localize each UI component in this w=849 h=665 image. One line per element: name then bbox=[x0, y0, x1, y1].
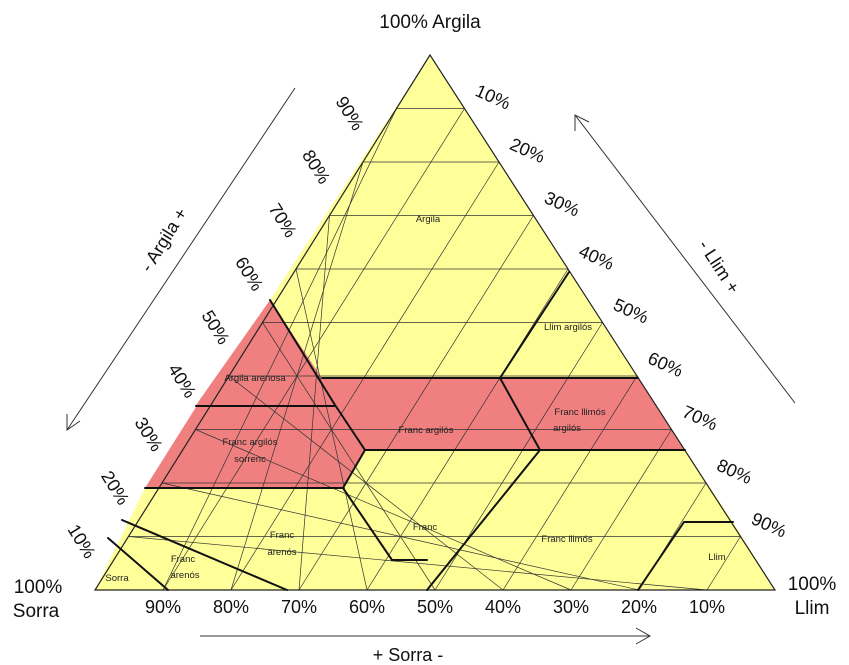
arenos-franc-label-1: Franc bbox=[171, 554, 196, 565]
sorra-label: Sorra bbox=[105, 573, 129, 584]
bottom-tick-label: 40% bbox=[485, 597, 521, 617]
right-tick-label: 90% bbox=[748, 509, 789, 542]
llim-argilos-region bbox=[500, 272, 638, 378]
left-tick-label: 70% bbox=[265, 200, 301, 241]
left-tick-label: 30% bbox=[131, 414, 167, 455]
franc-label: Franc bbox=[413, 522, 438, 533]
arenos-franc-label-2: arenós bbox=[170, 570, 199, 581]
left-tick-label: 80% bbox=[298, 146, 334, 187]
franc-llimos-argilos-label-2: argilós bbox=[553, 423, 581, 434]
left-tick-label: 90% bbox=[332, 93, 368, 134]
left-tick-label: 20% bbox=[97, 467, 133, 508]
franc-argilos-sorrenc-label-1: Franc argilós bbox=[223, 437, 278, 448]
grid-line bbox=[262, 322, 436, 591]
grid-line bbox=[298, 215, 534, 591]
bottom-tick-label: 90% bbox=[145, 597, 181, 617]
bottom-tick-label: 80% bbox=[213, 597, 249, 617]
right-tick-label: 80% bbox=[714, 455, 755, 488]
franc-argilos-region bbox=[322, 378, 540, 450]
right-vertex-label-1: 100% bbox=[788, 574, 837, 595]
grid-lines bbox=[128, 108, 741, 591]
llim-region bbox=[638, 522, 775, 590]
left-tick-label: 10% bbox=[64, 521, 100, 562]
llim-argilos-label: Llim argilós bbox=[544, 322, 592, 333]
bottom-tick-label: 60% bbox=[349, 597, 385, 617]
triangle-outline bbox=[93, 53, 777, 591]
texture-boundaries bbox=[107, 271, 734, 591]
right-tick-label: 60% bbox=[645, 348, 686, 381]
argila-arenosa-region bbox=[196, 300, 335, 405]
grid-line bbox=[706, 536, 741, 591]
bottom-tick-label: 20% bbox=[621, 597, 657, 617]
franc-region bbox=[343, 450, 540, 590]
right-tick-label: 10% bbox=[472, 81, 513, 114]
franc-argilos-sorrenc-region bbox=[145, 407, 365, 488]
bottom-tick-labels: 90% 80% 70% 60% 50% 40% 30% 20% 10% bbox=[145, 597, 725, 617]
right-tick-label: 20% bbox=[507, 134, 548, 167]
bottom-tick-label: 70% bbox=[281, 597, 317, 617]
bottom-tick-label: 10% bbox=[689, 597, 725, 617]
left-tick-label: 60% bbox=[231, 253, 267, 294]
axis-arrows bbox=[66, 87, 796, 645]
franc-arenos-label-1: Franc bbox=[270, 530, 295, 541]
left-vertex-label-1: 100% bbox=[14, 577, 63, 598]
right-axis-title: - Llim + bbox=[694, 236, 743, 297]
right-axis-arrow bbox=[574, 114, 796, 404]
bottom-axis-title: + Sorra - bbox=[373, 645, 444, 665]
left-axis-title: - Argila + bbox=[136, 204, 191, 275]
left-tick-label: 50% bbox=[198, 307, 234, 348]
bottom-tick-label: 50% bbox=[417, 597, 453, 617]
right-vertex-label-2: Llim bbox=[795, 598, 830, 619]
llim-label: Llim bbox=[708, 552, 726, 563]
left-vertex-label-2: Sorra bbox=[13, 601, 60, 622]
grid-line bbox=[570, 429, 672, 591]
lower-left-region bbox=[95, 488, 427, 590]
argila-label: Argila bbox=[416, 214, 441, 225]
right-tick-label: 70% bbox=[679, 402, 720, 435]
left-tick-label: 40% bbox=[164, 360, 200, 401]
franc-llimos-argilos-region bbox=[500, 378, 685, 450]
right-tick-label: 30% bbox=[541, 188, 582, 221]
franc-argilos-label: Franc argilós bbox=[399, 425, 454, 436]
right-tick-label: 50% bbox=[610, 295, 651, 328]
right-tick-label: 40% bbox=[576, 241, 617, 274]
franc-llimos-argilos-label-1: Franc llimós bbox=[554, 407, 605, 418]
argila-arenosa-label: Argila arenosa bbox=[224, 373, 286, 384]
grid-line bbox=[128, 536, 708, 591]
franc-llimos-region bbox=[427, 450, 733, 590]
left-axis-arrow bbox=[66, 87, 296, 431]
franc-arenos-label-2: arenós bbox=[267, 547, 296, 558]
grid-line bbox=[195, 429, 572, 591]
franc-argilos-sorrenc-label-2: sorrenc bbox=[234, 454, 266, 465]
franc-llimos-label: Franc llimós bbox=[541, 534, 592, 545]
argila-region bbox=[270, 55, 569, 378]
top-vertex-label: 100% Argila bbox=[379, 12, 481, 33]
bottom-tick-label: 30% bbox=[553, 597, 589, 617]
